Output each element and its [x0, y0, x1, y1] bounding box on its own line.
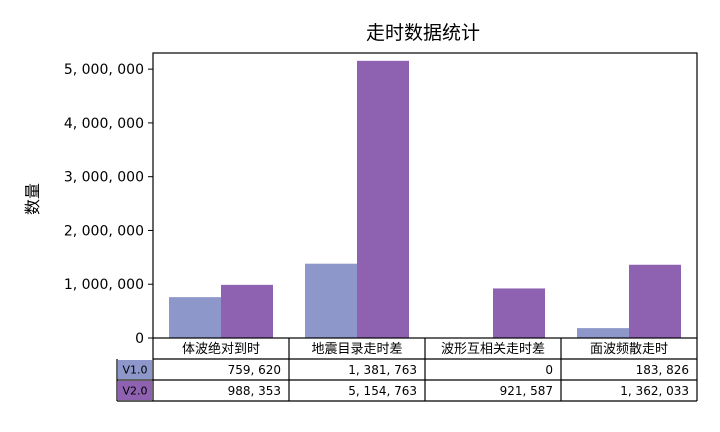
x-category-label: 地震目录走时差	[311, 342, 402, 357]
table-cell: 183, 826	[636, 363, 689, 377]
bar-V2.0-地震目录走时差	[357, 60, 409, 339]
legend-label: V1.0	[122, 364, 147, 377]
x-category-label: 体波绝对到时	[182, 341, 260, 357]
legend-swatch-V2.0	[118, 381, 152, 400]
table-cell: 759, 620	[228, 363, 281, 377]
table-cell: 5, 154, 763	[348, 384, 417, 398]
bar-V2.0-面波频散走时	[629, 264, 681, 338]
table-cell: 921, 587	[500, 384, 553, 398]
legend-label: V2.0	[122, 385, 147, 398]
legend-swatch-V1.0	[118, 360, 152, 379]
bar-V1.0-地震目录走时差	[305, 263, 357, 338]
y-tick-label: 1, 000, 000	[64, 277, 144, 293]
y-axis: 0 1, 000, 000 2, 000, 000 3, 000, 000 4, 000…	[64, 62, 153, 347]
bar-V1.0-面波频散走时	[577, 328, 629, 338]
y-axis-label: 数量	[23, 183, 42, 215]
bars	[169, 60, 681, 339]
bar-V2.0-波形互相关走时差	[493, 288, 545, 338]
x-category-label: 面波频散走时	[590, 342, 668, 357]
table-cell: 988, 353	[228, 384, 281, 398]
bar-V2.0-体波绝对到时	[221, 284, 273, 338]
table-cell: 1, 362, 033	[620, 384, 689, 398]
chart-title: 走时数据统计	[366, 22, 480, 44]
y-tick-label: 4, 000, 000	[64, 116, 144, 132]
y-tick-label: 5, 000, 000	[64, 62, 144, 78]
data-table: 体波绝对到时 地震目录走时差 波形互相关走时差 面波频散走时 V1.0 759, 620 1…	[116, 338, 698, 402]
table-cell: 0	[545, 363, 553, 377]
bar-V1.0-体波绝对到时	[169, 297, 221, 338]
x-category-label: 波形互相关走时差	[441, 342, 545, 357]
y-tick-label: 0	[135, 331, 144, 347]
y-tick-label: 2, 000, 000	[64, 223, 144, 239]
y-tick-label: 3, 000, 000	[64, 170, 144, 186]
table-cell: 1, 381, 763	[348, 363, 417, 377]
